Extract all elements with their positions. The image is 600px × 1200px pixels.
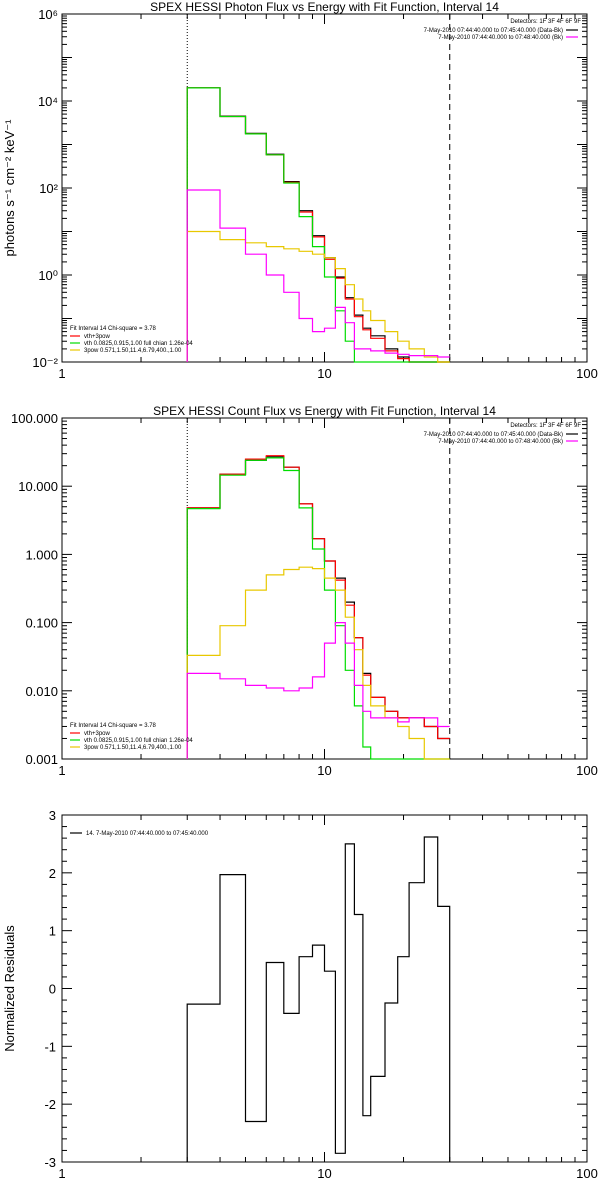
panel2-ytick-label: 0.001	[25, 752, 58, 767]
panel2-legend-top-text: 7-May-2010 07:44:40.000 to 07:45:40.000 …	[424, 432, 563, 438]
panel3-ytick-label: -1	[44, 1039, 56, 1054]
panel1-legend-bottom-text: vth+3pow	[84, 334, 111, 340]
panel3-ytick-label: -3	[44, 1155, 56, 1170]
panel3-legend-text: 14. 7-May-2010 07:44:40.000 to 07:45:40.…	[86, 831, 209, 837]
panel1-xtick-label: 10	[317, 366, 331, 381]
panel1-frame	[61, 13, 588, 363]
panel3-frame	[61, 814, 588, 1163]
panel2-legend-bottom-text: vth+3pow	[84, 731, 111, 737]
panel1-series-data	[186, 87, 450, 363]
panel2-legend-top-text: 7-May-2010 07:44:40.000 to 07:48:40.000 …	[438, 439, 563, 445]
panel2-ytick-label: 10.000	[18, 479, 58, 494]
panel2-ytick-label: 0.010	[25, 684, 58, 699]
panel1-series-vth+3pow	[186, 87, 450, 363]
panel1-fit-label: Fit Interval 14 Chi-square = 3.78	[70, 326, 157, 332]
panel1-ylabel: photons s⁻¹ cm⁻² keV⁻¹	[2, 119, 17, 257]
panel2-detectors-label: Detectors: 1F 3F 4F 6F 9F	[510, 423, 581, 429]
panel3-ytick-label: -2	[44, 1097, 56, 1112]
panel2-xtick-label: 10	[317, 763, 331, 778]
panel1-xtick-label: 100	[576, 366, 598, 381]
panel1-legend-bottom-text: 3pow 0.571,1.50,11.4,6.79,400.,1.00	[84, 348, 182, 354]
panel1-legend-top-text: 7-May-2010 07:44:40.000 to 07:45:40.000 …	[424, 28, 563, 34]
panel3-xtick-label: 100	[576, 1166, 598, 1181]
panel3-xtick-label: 1	[58, 1166, 65, 1181]
panel1-ytick-label: 10⁰	[38, 268, 58, 283]
panel3-xtick-label: 10	[317, 1166, 331, 1181]
panel3-ytick-label: 0	[49, 982, 56, 997]
panel2-series-vth+3pow	[186, 455, 450, 759]
panel1-series-vth	[186, 87, 450, 363]
panel2-ytick-label: 100.000	[11, 411, 58, 426]
panel1-series-bk	[186, 189, 450, 362]
panel2-ytick-label: 1.000	[25, 547, 58, 562]
panel1-ytick-label: 10⁶	[38, 7, 58, 22]
panel1-legend-bottom-text: vth 0.0825,0.915,1.00 full chian 1.26e-0…	[84, 341, 193, 347]
panel2-legend-bottom-text: 3pow 0.571,1.50,11.4,6.79,400.,1.00	[84, 745, 182, 751]
panel3-ylabel: Normalized Residuals	[2, 925, 17, 1052]
panel1-ytick-label: 10²	[39, 181, 58, 196]
panel2-series-3pow	[186, 566, 450, 760]
panel1-ytick-label: 10⁴	[38, 94, 58, 109]
panel3-ytick-label: 2	[49, 866, 56, 881]
panel2-title: SPEX HESSI Count Flux vs Energy with Fit…	[153, 404, 496, 418]
panel1-ytick-label: 10⁻²	[32, 355, 58, 370]
panel2-fit-label: Fit Interval 14 Chi-square = 3.78	[70, 723, 157, 729]
panel2-series-vth	[186, 457, 450, 760]
panel1-title: SPEX HESSI Photon Flux vs Energy with Fi…	[150, 0, 499, 14]
panel1-legend-top-text: 7-May-2010 07:44:40.000 to 07:48:40.000 …	[438, 35, 563, 41]
panel2-xtick-label: 1	[58, 763, 65, 778]
panel3-ytick-label: 1	[49, 924, 56, 939]
panel2-xtick-label: 100	[576, 763, 598, 778]
panel1-xtick-label: 1	[58, 366, 65, 381]
panel2-series-bk	[186, 622, 450, 759]
panel2-legend-bottom-text: vth 0.0825,0.915,1.00 full chian 1.26e-0…	[84, 738, 193, 744]
panel1-series-3pow	[186, 230, 450, 363]
panel3-series-residuals	[186, 836, 451, 1162]
panel2-ytick-label: 0.100	[25, 616, 58, 631]
panel1-detectors-label: Detectors: 1F 3F 4F 6F 9F	[510, 19, 581, 25]
panel3-ytick-label: 3	[49, 808, 56, 823]
panel2-series-data	[186, 456, 450, 759]
